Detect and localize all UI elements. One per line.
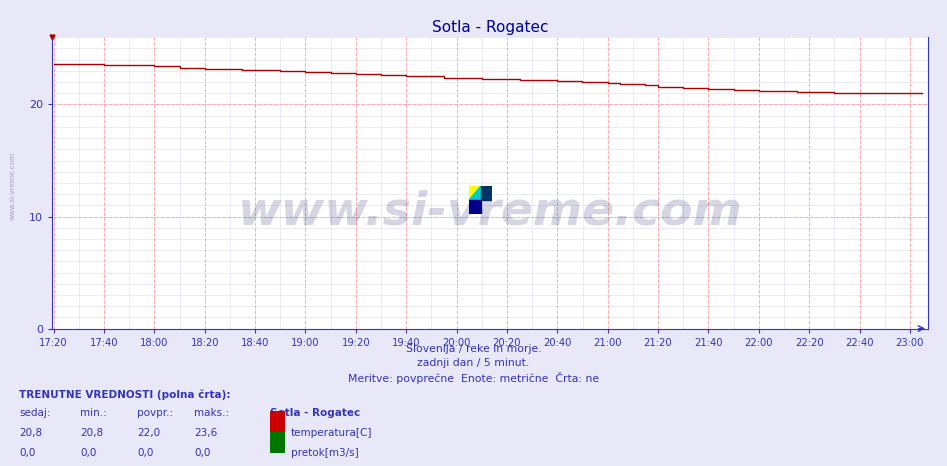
Polygon shape [481, 186, 492, 200]
Text: povpr.:: povpr.: [137, 408, 173, 418]
Text: 22,0: 22,0 [137, 428, 160, 438]
Text: TRENUTNE VREDNOSTI (polna črta):: TRENUTNE VREDNOSTI (polna črta): [19, 389, 230, 400]
Text: 23,6: 23,6 [194, 428, 218, 438]
Text: 20,8: 20,8 [80, 428, 103, 438]
Text: pretok[m3/s]: pretok[m3/s] [291, 448, 359, 458]
Text: www.si-vreme.com: www.si-vreme.com [238, 190, 742, 234]
Text: sedaj:: sedaj: [19, 408, 50, 418]
Title: Sotla - Rogatec: Sotla - Rogatec [432, 20, 548, 35]
Polygon shape [469, 186, 481, 200]
Text: zadnji dan / 5 minut.: zadnji dan / 5 minut. [418, 358, 529, 368]
Text: 0,0: 0,0 [137, 448, 153, 458]
Text: 20,8: 20,8 [19, 428, 42, 438]
Text: 0,0: 0,0 [19, 448, 35, 458]
Text: Sotla - Rogatec: Sotla - Rogatec [270, 408, 360, 418]
Text: min.:: min.: [80, 408, 107, 418]
Polygon shape [469, 200, 481, 214]
Text: Slovenija / reke in morje.: Slovenija / reke in morje. [405, 344, 542, 354]
Text: temperatura[C]: temperatura[C] [291, 428, 372, 438]
Polygon shape [469, 186, 481, 200]
Text: 0,0: 0,0 [80, 448, 97, 458]
Text: 0,0: 0,0 [194, 448, 210, 458]
Text: www.si-vreme.com: www.si-vreme.com [9, 152, 15, 220]
Text: maks.:: maks.: [194, 408, 229, 418]
Text: Meritve: povprečne  Enote: metrične  Črta: ne: Meritve: povprečne Enote: metrične Črta:… [348, 372, 599, 384]
